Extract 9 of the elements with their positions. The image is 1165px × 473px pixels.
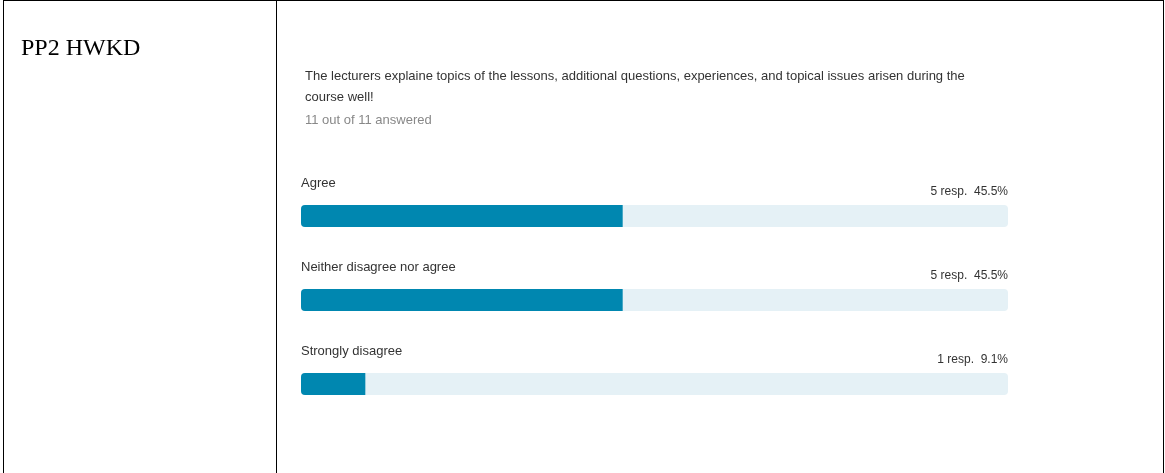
y-tick-label: Neither disagree nor agree <box>301 259 456 274</box>
chart-title: The lecturers explaine topics of the lessons, additional questions, experiences, and topical issues arisen during the course well! <box>305 68 969 104</box>
y-tick-label: Strongly disagree <box>301 343 403 358</box>
y-tick-label: Agree <box>301 175 336 190</box>
text: PP2 HWKD <box>21 34 141 61</box>
chart-subtitle: 11 out of 11 answered <box>305 112 432 127</box>
data-label: 5 resp. 45.5% <box>930 184 1009 198</box>
data-label: 5 resp. 45.5% <box>930 268 1009 282</box>
data-label: 1 resp. 9.1% <box>937 352 1009 366</box>
